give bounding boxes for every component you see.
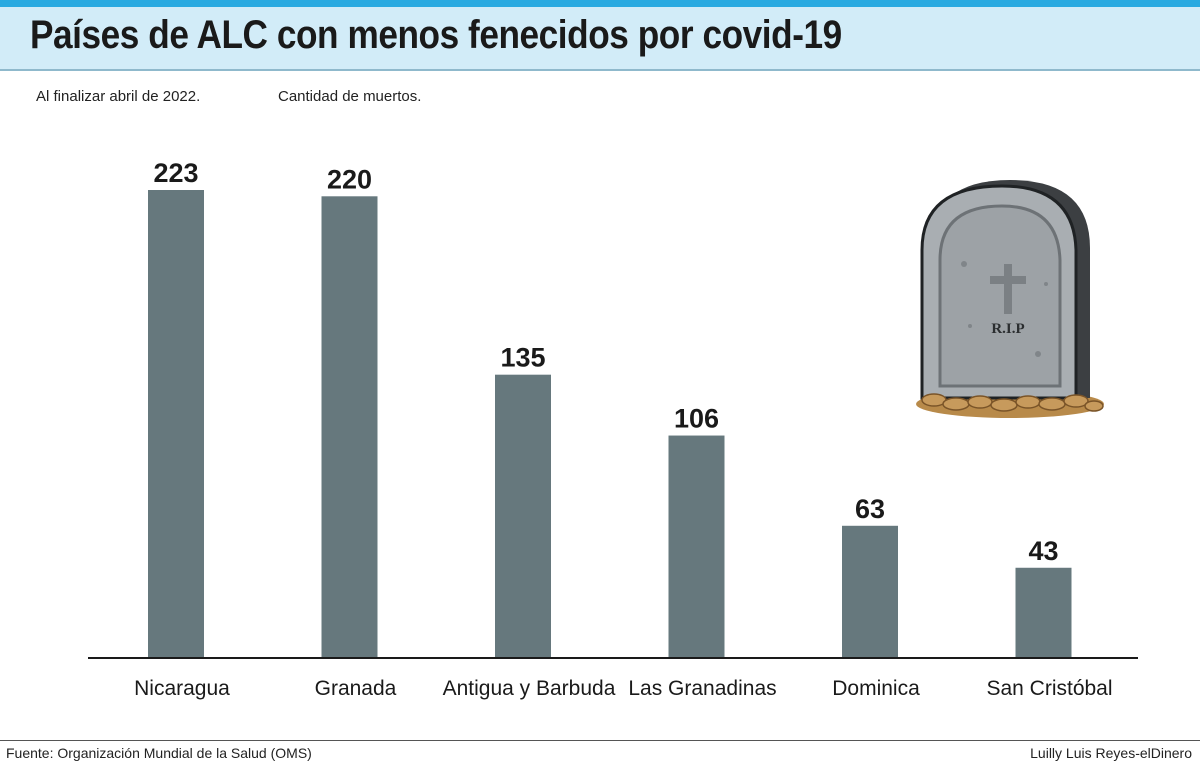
bar xyxy=(1015,567,1072,658)
category-label: Antigua y Barbuda xyxy=(443,677,616,700)
bar xyxy=(495,374,551,658)
chart-title: Países de ALC con menos fenecidos por co… xyxy=(30,13,842,57)
category-label: Nicaragua xyxy=(134,677,230,700)
bar-value-label: 43 xyxy=(1028,536,1058,566)
credit-note: Luilly Luis Reyes-elDinero xyxy=(1030,745,1192,761)
bar-value-label: 106 xyxy=(674,404,719,434)
bar-group: 223 Nicaragua 220 Granada 135 Antigua y Barbu… xyxy=(134,158,1112,700)
bar xyxy=(321,196,378,658)
bar-value-label: 135 xyxy=(500,343,545,373)
title-band: Países de ALC con menos fenecidos por co… xyxy=(0,7,1200,71)
category-label: Las Granadinas xyxy=(628,677,776,700)
top-accent-rule xyxy=(0,0,1200,7)
bar xyxy=(668,435,725,658)
category-label: San Cristóbal xyxy=(986,677,1112,700)
unit-note: Cantidad de muertos. xyxy=(278,88,422,105)
bar-value-label: 63 xyxy=(855,494,885,524)
date-note: Al finalizar abril de 2022. xyxy=(36,88,201,105)
bar xyxy=(148,190,204,658)
footer-rule xyxy=(0,740,1200,741)
source-note: Fuente: Organización Mundial de la Salud… xyxy=(6,745,312,761)
cross-icon xyxy=(1004,264,1012,314)
bar-value-label: 220 xyxy=(327,164,372,194)
tombstone-icon: R.I.P xyxy=(916,180,1104,418)
category-label: Granada xyxy=(315,677,397,700)
bar-chart: 223 Nicaragua 220 Granada 135 Antigua y Barbu… xyxy=(88,158,1138,700)
bar-value-label: 223 xyxy=(153,158,198,188)
category-label: Dominica xyxy=(832,677,920,700)
rip-text: R.I.P xyxy=(991,321,1024,337)
bar xyxy=(842,525,898,658)
